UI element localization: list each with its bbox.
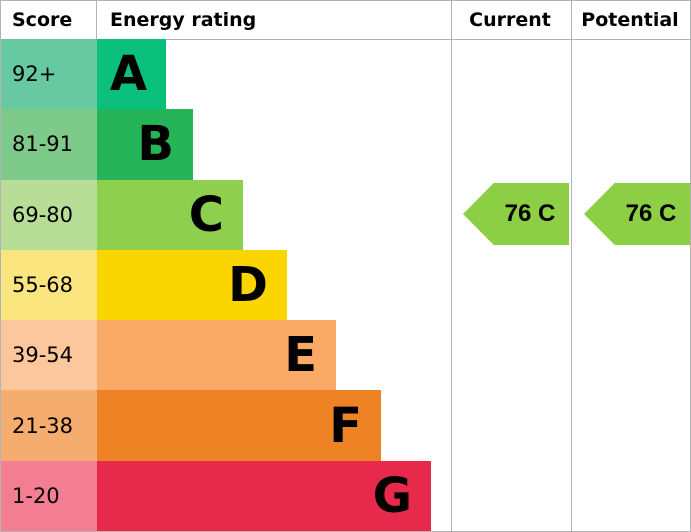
rating-bar-a: A [97, 39, 166, 110]
score-range-d: 55-68 [1, 249, 97, 321]
score-range-g: 1-20 [1, 460, 97, 531]
rating-bands: 92+ A 81-91 B 69-80 C 55-68 D 39-54 E 21… [1, 39, 690, 531]
rating-bar-f: F [97, 390, 381, 461]
rating-letter-d: D [228, 256, 268, 313]
rating-letter-g: G [372, 467, 412, 524]
band-row-g: 1-20 G [1, 460, 690, 531]
rating-letter-c: C [188, 186, 224, 243]
band-row-d: 55-68 D [1, 249, 690, 321]
rating-letter-b: B [137, 116, 174, 173]
potential-rating-value: 76 C [625, 200, 677, 227]
score-range-a: 92+ [1, 39, 97, 110]
rating-bar-e: E [97, 320, 336, 391]
score-range-f: 21-38 [1, 390, 97, 461]
column-header-current: Current [469, 9, 551, 31]
column-header-potential: Potential [581, 9, 679, 31]
band-row-a: 92+ A [1, 39, 690, 110]
rating-letter-f: F [329, 397, 362, 454]
score-range-e: 39-54 [1, 320, 97, 391]
column-header-score: Score [1, 1, 97, 39]
score-range-b: 81-91 [1, 109, 97, 180]
band-row-b: 81-91 B [1, 109, 690, 180]
band-row-e: 39-54 E [1, 320, 690, 391]
column-header-energy-rating: Energy rating [110, 9, 257, 31]
table-header-row: Score Energy rating Current Potential [1, 1, 690, 40]
band-row-c: 69-80 C [1, 179, 690, 250]
rating-letter-e: E [284, 327, 317, 384]
rating-bar-d: D [97, 249, 287, 321]
rating-bar-c: C [97, 179, 243, 250]
potential-column-divider [571, 1, 572, 531]
rating-bar-g: G [97, 460, 431, 531]
rating-bar-b: B [97, 109, 193, 180]
band-row-f: 21-38 F [1, 390, 690, 461]
rating-letter-a: A [109, 46, 147, 103]
current-rating-value: 76 C [504, 200, 556, 227]
score-range-c: 69-80 [1, 179, 97, 250]
current-column-divider [451, 1, 452, 531]
